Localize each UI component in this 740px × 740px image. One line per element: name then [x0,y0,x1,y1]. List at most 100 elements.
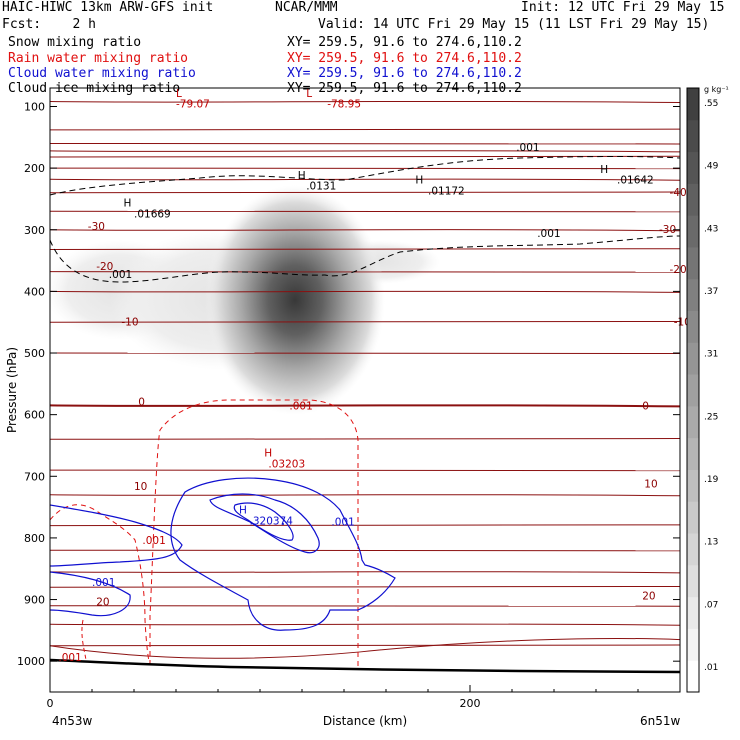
y-tick-label: 1000 [17,655,45,668]
contour-label: .001 [109,269,132,281]
colorbar-swatch [687,310,699,343]
contour-label: -30 [659,224,676,236]
cloud-water-max-point [282,523,284,525]
extremum-marker: H [298,170,306,182]
colorbar-tick-label: .25 [704,412,718,422]
contour-label: -79.07 [176,99,210,111]
rain-contour-column [149,399,359,670]
valid-time: Valid: 14 UTC Fri 29 May 15 (11 LST Fri … [318,17,710,32]
extremum-marker: H [264,448,272,460]
isotherm-line [50,585,680,588]
colorbar-tick-label: .01 [704,663,718,673]
rain-contour-small [81,619,87,661]
colorbar-swatch [687,660,699,693]
contour-label: .001 [331,517,354,529]
contour-label: 0 [138,396,145,408]
isotherm-line [50,469,680,472]
cloud-water-contour-inner [209,493,320,554]
init-time: Init: 12 UTC Fri 29 May 15 [521,0,725,15]
colorbar-tick-label: .13 [704,538,718,548]
isotherm-line [50,191,680,194]
y-tick-label: 900 [24,594,45,607]
isotherm-line [50,605,680,607]
contour-label: .001 [289,401,312,413]
y-tick-label: 600 [24,409,45,422]
temperature-contours [50,100,680,659]
x-start-location: 4n53w [52,714,93,728]
colorbar-swatch [687,215,699,248]
colorbar-swatch [687,501,699,534]
isotherm-line [50,150,680,153]
isotherm-line [50,167,680,170]
colorbar-swatch [687,533,699,566]
x-end-location: 6n51w [640,714,681,728]
colorbar-tick-label: .37 [704,287,718,297]
colorbar-swatch [687,119,699,153]
extremum-marker: H [415,175,423,187]
contour-label: -30 [88,221,105,233]
extremum-marker: H [124,197,132,209]
y-tick-label: 800 [24,532,45,545]
contour-label: .01669 [134,208,171,220]
isotherm-line [50,271,680,273]
field-xy-rain: XY= 259.5, 91.6 to 274.6,110.2 [287,51,522,66]
colorbar-tick-label: .19 [704,475,719,485]
colorbar-swatch [687,469,699,502]
contour-label: -10 [121,316,138,328]
x-tick-label: 0 [47,697,54,710]
colorbar-swatch [687,342,699,375]
isotherm-line [50,644,680,647]
isotherm-line [50,438,680,440]
colorbar-swatch [687,246,699,280]
isotherm-line [50,155,680,158]
contour-label: .320374 [250,515,294,527]
contour-label: -40 [670,187,687,199]
isotherm-line [50,571,680,574]
cloud-ice-contour-mid [50,235,680,283]
plot-title: HAIC-HIWC 13km ARW-GFS init [2,0,214,15]
x-axis: 0 200 [47,685,639,710]
cloud-water-contour-outer [170,477,396,631]
colorbar-swatch [687,374,699,407]
colorbar-swatch [687,405,699,439]
colorbar-swatch [687,564,699,598]
isotherm-line [50,142,680,145]
contour-label: 0 [642,401,649,413]
contour-label: .001 [516,142,539,154]
colorbar-frame [686,87,700,693]
contour-label: .01642 [617,175,654,187]
isotherm-line [50,100,680,104]
field-xy-snow: XY= 259.5, 91.6 to 274.6,110.2 [287,35,522,50]
contour-label: 10 [134,481,147,493]
cloud-water-contour-bottom-left [50,571,131,617]
colorbar-swatch [687,437,699,470]
extremum-marker: L [306,88,312,100]
y-tick-label: 700 [24,470,45,483]
field-label-rain: Rain water mixing ratio [8,51,189,66]
colorbar-swatch [687,628,699,661]
colorbar-tick-label: .07 [704,600,718,610]
contour-labels: L-79.07L-78.95H.01669H.0131H.01172H.0164… [58,88,690,664]
field-label-snow: Snow mixing ratio [8,35,142,50]
contour-label: 20 [96,597,109,609]
contour-label: .01172 [428,186,465,198]
contour-label: .03203 [268,459,305,471]
y-tick-label: 400 [24,285,45,298]
rain-contour-left [50,504,151,666]
ground-surface [50,658,680,674]
cloud-water-contour-core [233,502,294,541]
isotherm-line [50,290,680,293]
cloud-water-contour-left [50,504,183,567]
contour-label: .001 [58,652,81,664]
contour-label: -20 [96,261,113,273]
extremum-marker: H [600,164,608,176]
forecast-hour: Fcst: 2 h [2,17,96,32]
x-axis-label: Distance (km) [323,714,407,728]
extremum-marker: L [176,88,182,100]
contour-label: -78.95 [327,99,361,111]
colorbar-swatch [687,183,699,216]
mixing-ratio-contours [50,156,680,674]
y-tick-label: 200 [24,162,45,175]
isotherm-line [50,178,680,181]
colorbar-swatch [687,88,699,121]
